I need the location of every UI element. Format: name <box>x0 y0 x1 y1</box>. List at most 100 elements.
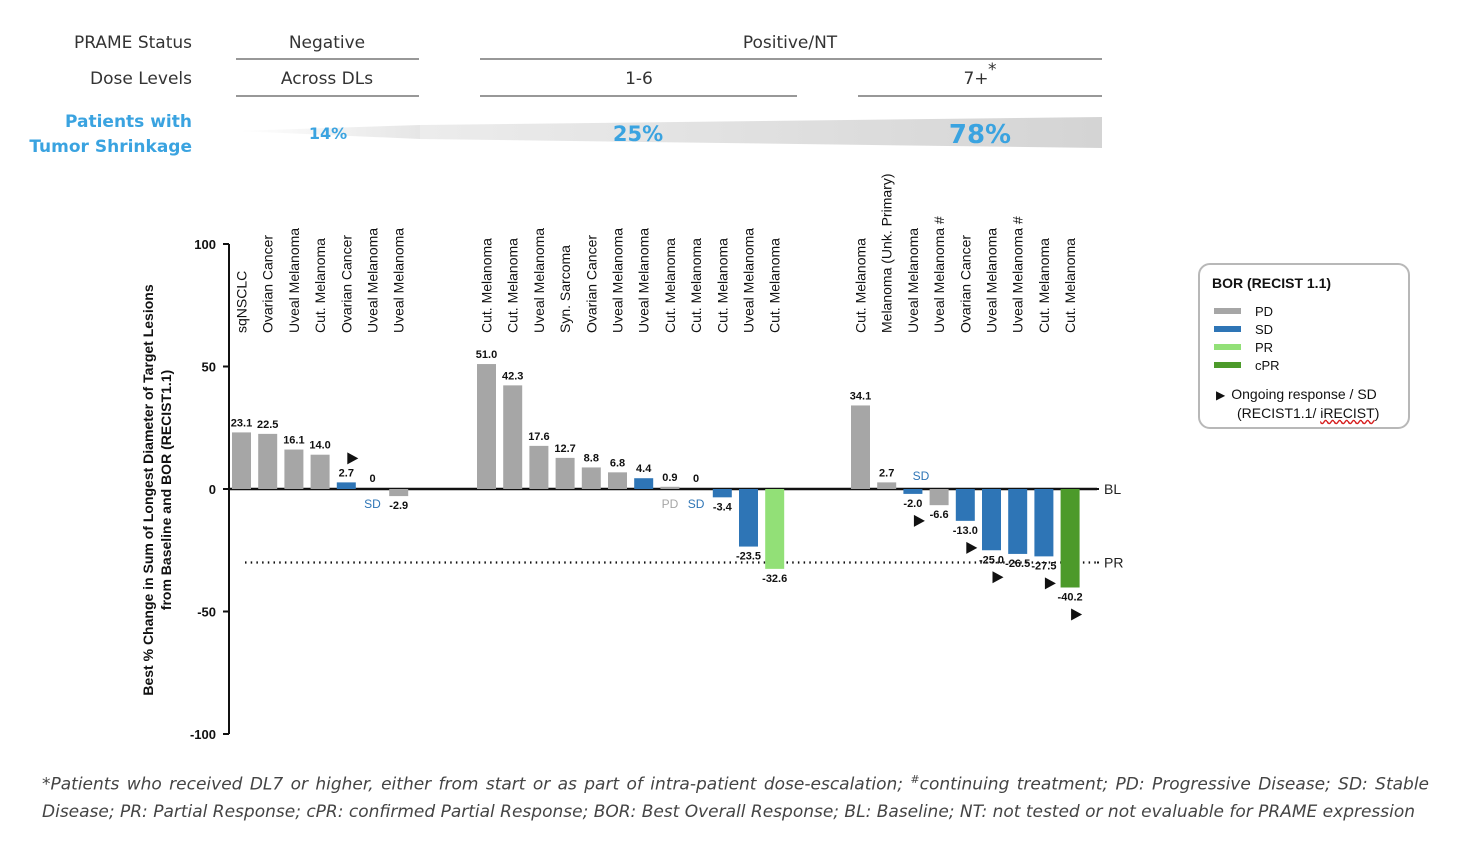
category-label: Ovarian Cancer <box>260 235 276 333</box>
bar-value-label: 22.5 <box>257 419 278 431</box>
bar <box>1060 489 1080 588</box>
category-label: Ovarian Cancer <box>338 235 354 333</box>
bar-value-label: 6.8 <box>610 457 625 469</box>
category-label: Cut. Melanoma <box>479 238 495 333</box>
bar-value-label: 14.0 <box>309 440 330 452</box>
category-label: Uveal Melanoma <box>905 228 921 333</box>
bor-legend: BOR (RECIST 1.1) PD SD PR cPR ▶ Ongoing resp… <box>1198 263 1410 429</box>
bar <box>389 489 409 497</box>
dose-across-dls: Across DLs <box>281 69 373 89</box>
legend-ongoing: ▶ Ongoing response / SD (RECIST1.1/ iRECI… <box>1216 385 1379 422</box>
bar <box>982 489 1001 551</box>
y-axis-label-line1: Best % Change in Sum of Longest Diameter… <box>140 284 156 695</box>
ref-line-label-pr: PR <box>1104 555 1123 571</box>
category-label: Ovarian Cancer <box>583 235 599 333</box>
bar-value-label: 2.7 <box>339 467 354 479</box>
bar-value-label: -40.2 <box>1058 591 1083 603</box>
bar <box>284 449 304 489</box>
bar <box>634 478 654 489</box>
legend-item-label: PD <box>1255 303 1274 319</box>
bar <box>712 489 732 498</box>
category-label: Uveal Melanoma <box>365 228 381 333</box>
dose-levels-label: Dose Levels <box>90 69 192 89</box>
y-tick-label: -50 <box>197 605 216 620</box>
bar <box>581 467 601 489</box>
bar-value-label: 0.9 <box>662 472 677 484</box>
ref-line-label-bl: BL <box>1104 481 1121 497</box>
bar-value-label: 0 <box>693 473 699 485</box>
bor-status-label: SD <box>364 497 381 511</box>
bar <box>877 482 897 489</box>
bar-value-label: -13.0 <box>953 525 978 537</box>
bar <box>765 489 785 569</box>
bar-value-label: 42.3 <box>502 370 523 382</box>
legend-item-label: cPR <box>1255 357 1280 373</box>
legend-item-sd: SD <box>1214 320 1273 338</box>
footnote-part1: *Patients who received DL7 or higher, ei… <box>42 774 911 795</box>
bar-value-label: -3.4 <box>713 501 733 513</box>
legend-swatch <box>1214 326 1241 332</box>
category-label: Melanoma (Unk. Primary) <box>879 174 895 333</box>
prame-positive-header: Positive/NT <box>743 33 838 53</box>
category-label: Uveal Melanoma # <box>1010 216 1026 333</box>
category-label: Ovarian Cancer <box>957 235 973 333</box>
bar-value-label: 51.0 <box>476 349 497 361</box>
bar-value-label: -2.0 <box>903 498 922 510</box>
bar <box>929 489 949 506</box>
category-label: Uveal Melanoma <box>391 228 407 333</box>
category-label: Cut. Melanoma <box>767 238 783 333</box>
category-label: Uveal Melanoma # <box>931 216 947 333</box>
y-axis-label-line2: from Baseline and BOR (RECIST1.1) <box>158 370 174 610</box>
bar <box>310 454 330 489</box>
bar-value-label: 23.1 <box>231 417 252 429</box>
bar-value-label: -6.6 <box>930 509 949 521</box>
shrinkage-label-line1: Patients with <box>65 112 192 132</box>
bar-value-label: -25.0 <box>979 554 1004 566</box>
legend-swatch <box>1214 344 1241 350</box>
shrinkage-label-line2: Tumor Shrinkage <box>29 137 192 157</box>
category-label: Uveal Melanoma <box>531 228 547 333</box>
ongoing-triangle-icon: ▶ <box>1216 388 1226 402</box>
bar-value-label: -23.5 <box>736 551 761 563</box>
category-label: Cut. Melanoma <box>688 238 704 333</box>
ongoing-response-marker <box>1044 577 1056 590</box>
shrinkage-pct-negative: 14% <box>309 124 347 143</box>
category-label: sqNSCLC <box>234 271 250 333</box>
legend-item-pr: PR <box>1214 338 1273 356</box>
bar <box>503 385 523 489</box>
ongoing-response-marker <box>913 514 925 527</box>
category-label: Uveal Melanoma <box>610 228 626 333</box>
category-label: Cut. Melanoma <box>312 238 328 333</box>
ongoing-response-marker <box>1071 608 1083 621</box>
dose-7-plus: 7+ <box>963 69 988 89</box>
legend-ongoing-line2a: (RECIST1.1/ <box>1237 405 1321 421</box>
footnote-sup: # <box>910 773 920 786</box>
shrinkage-pct-dose-1-6: 25% <box>613 122 663 146</box>
legend-item-label: PR <box>1255 339 1274 355</box>
bar-value-label: -2.9 <box>389 500 408 512</box>
bar-value-label: 16.1 <box>283 435 304 447</box>
legend-swatch <box>1214 308 1241 314</box>
dose-1-6: 1-6 <box>625 69 653 89</box>
category-label: Cut. Melanoma <box>662 238 678 333</box>
ongoing-response-marker <box>992 571 1004 584</box>
bar-value-label: 4.4 <box>636 463 652 475</box>
bar <box>258 433 278 489</box>
bar <box>608 472 627 489</box>
bar <box>660 486 680 489</box>
bar <box>903 489 923 494</box>
bar <box>529 445 549 489</box>
bar <box>739 489 758 547</box>
bar <box>477 364 496 489</box>
y-tick-label: 100 <box>194 237 216 252</box>
legend-ongoing-line2b: iRECIST <box>1320 405 1375 421</box>
legend-item-pd: PD <box>1214 302 1273 320</box>
legend-item-cpr: cPR <box>1214 356 1280 374</box>
bar-value-label: 17.6 <box>528 431 549 443</box>
ongoing-response-marker <box>347 452 359 465</box>
category-label: Cut. Melanoma <box>1062 238 1078 333</box>
bar <box>955 489 975 521</box>
y-tick-label: 50 <box>202 360 216 375</box>
bar <box>232 432 251 489</box>
bor-status-label: SD <box>913 469 930 483</box>
